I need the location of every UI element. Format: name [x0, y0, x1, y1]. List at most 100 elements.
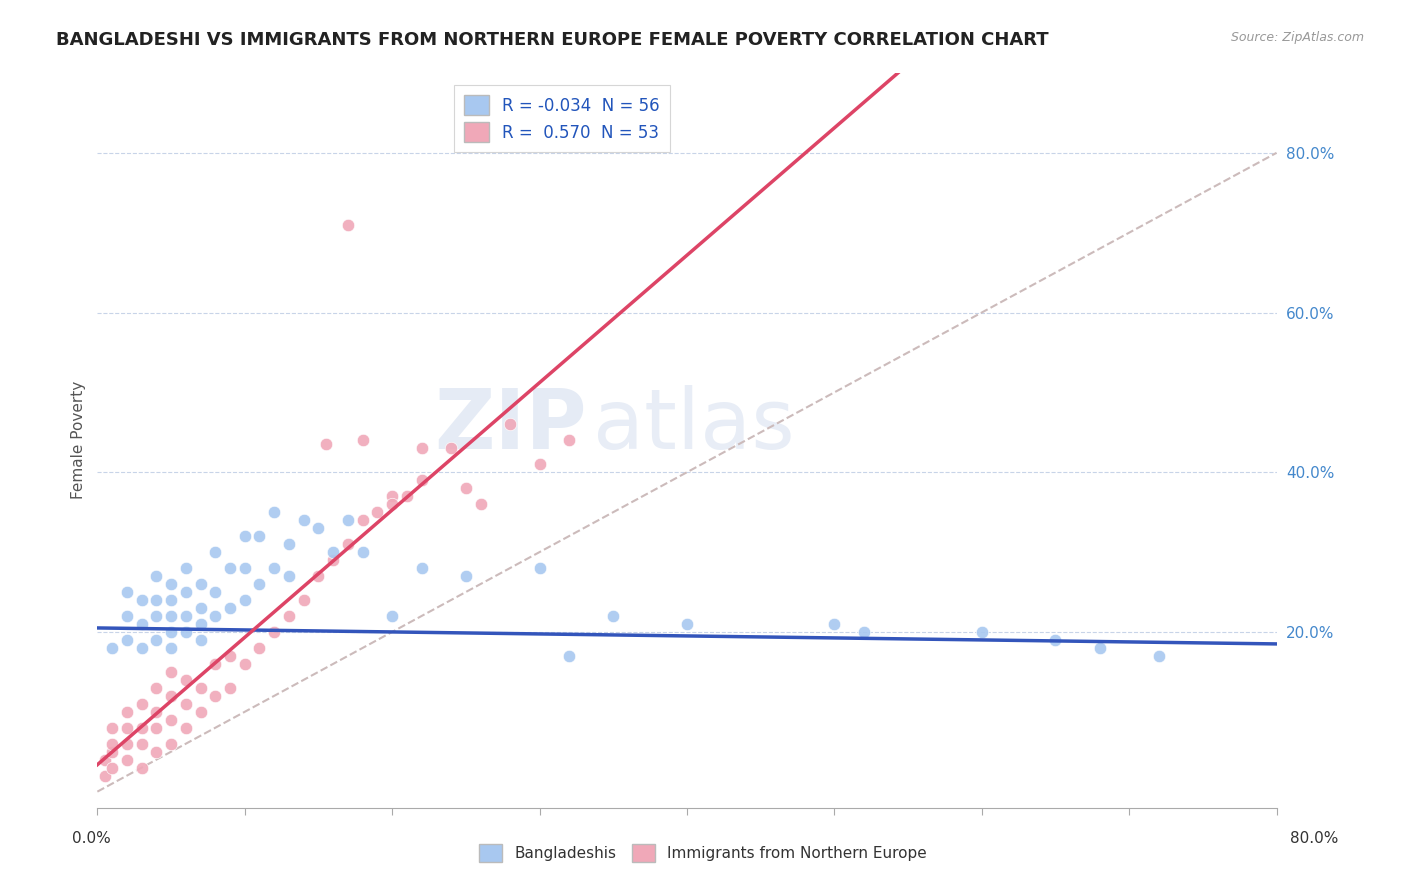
Point: [101, 721, 124, 735]
Point: [160, 577, 183, 591]
Point: [322, 553, 344, 567]
Point: [219, 681, 242, 695]
Text: ZIP: ZIP: [434, 385, 586, 467]
Point: [174, 585, 197, 599]
Point: [823, 617, 845, 632]
Point: [307, 569, 329, 583]
Point: [219, 648, 242, 663]
Point: [190, 601, 212, 615]
Point: [233, 593, 256, 607]
Point: [366, 505, 388, 519]
Point: [160, 609, 183, 624]
Point: [115, 753, 138, 767]
Text: Source: ZipAtlas.com: Source: ZipAtlas.com: [1230, 31, 1364, 45]
Point: [381, 609, 404, 624]
Point: [190, 705, 212, 719]
Point: [336, 218, 359, 232]
Point: [558, 434, 581, 448]
Point: [174, 721, 197, 735]
Point: [263, 624, 285, 639]
Point: [336, 537, 359, 551]
Point: [454, 481, 477, 495]
Point: [160, 593, 183, 607]
Point: [529, 457, 551, 471]
Point: [278, 537, 301, 551]
Point: [115, 721, 138, 735]
Point: [233, 561, 256, 575]
Legend: Bangladeshis, Immigrants from Northern Europe: Bangladeshis, Immigrants from Northern E…: [474, 838, 932, 868]
Point: [454, 569, 477, 583]
Point: [558, 648, 581, 663]
Y-axis label: Female Poverty: Female Poverty: [72, 381, 86, 500]
Point: [101, 737, 124, 751]
Point: [115, 609, 138, 624]
Point: [101, 761, 124, 775]
Point: [131, 640, 153, 655]
Point: [160, 624, 183, 639]
Point: [174, 697, 197, 711]
Point: [411, 561, 433, 575]
Point: [160, 713, 183, 727]
Legend: R = -0.034  N = 56, R =  0.570  N = 53: R = -0.034 N = 56, R = 0.570 N = 53: [454, 85, 669, 153]
Point: [292, 593, 315, 607]
Point: [190, 577, 212, 591]
Point: [160, 665, 183, 679]
Point: [190, 681, 212, 695]
Point: [204, 545, 226, 559]
Text: 80.0%: 80.0%: [1291, 831, 1339, 846]
Point: [131, 721, 153, 735]
Point: [219, 601, 242, 615]
Point: [292, 513, 315, 527]
Point: [381, 497, 404, 511]
Point: [93, 753, 115, 767]
Point: [676, 617, 699, 632]
Point: [174, 673, 197, 687]
Point: [322, 545, 344, 559]
Text: BANGLADESHI VS IMMIGRANTS FROM NORTHERN EUROPE FEMALE POVERTY CORRELATION CHART: BANGLADESHI VS IMMIGRANTS FROM NORTHERN …: [56, 31, 1049, 49]
Point: [263, 505, 285, 519]
Point: [93, 769, 115, 783]
Point: [145, 705, 167, 719]
Point: [115, 632, 138, 647]
Point: [219, 561, 242, 575]
Point: [1045, 632, 1067, 647]
Point: [115, 737, 138, 751]
Point: [440, 442, 463, 456]
Point: [190, 632, 212, 647]
Point: [145, 569, 167, 583]
Point: [970, 624, 993, 639]
Point: [204, 657, 226, 671]
Point: [233, 529, 256, 543]
Point: [131, 737, 153, 751]
Point: [131, 697, 153, 711]
Point: [174, 624, 197, 639]
Point: [233, 657, 256, 671]
Point: [145, 632, 167, 647]
Point: [174, 609, 197, 624]
Point: [204, 689, 226, 703]
Point: [411, 473, 433, 487]
Text: 0.0%: 0.0%: [72, 831, 111, 846]
Point: [131, 617, 153, 632]
Point: [278, 569, 301, 583]
Point: [160, 737, 183, 751]
Point: [145, 609, 167, 624]
Point: [160, 689, 183, 703]
Point: [101, 640, 124, 655]
Point: [395, 489, 418, 503]
Point: [249, 529, 271, 543]
Point: [204, 609, 226, 624]
Point: [115, 585, 138, 599]
Point: [352, 513, 374, 527]
Point: [499, 417, 522, 432]
Point: [115, 705, 138, 719]
Point: [263, 561, 285, 575]
Point: [174, 561, 197, 575]
Point: [411, 442, 433, 456]
Point: [307, 521, 329, 535]
Point: [1147, 648, 1170, 663]
Point: [190, 617, 212, 632]
Point: [315, 437, 337, 451]
Text: atlas: atlas: [592, 385, 794, 467]
Point: [352, 545, 374, 559]
